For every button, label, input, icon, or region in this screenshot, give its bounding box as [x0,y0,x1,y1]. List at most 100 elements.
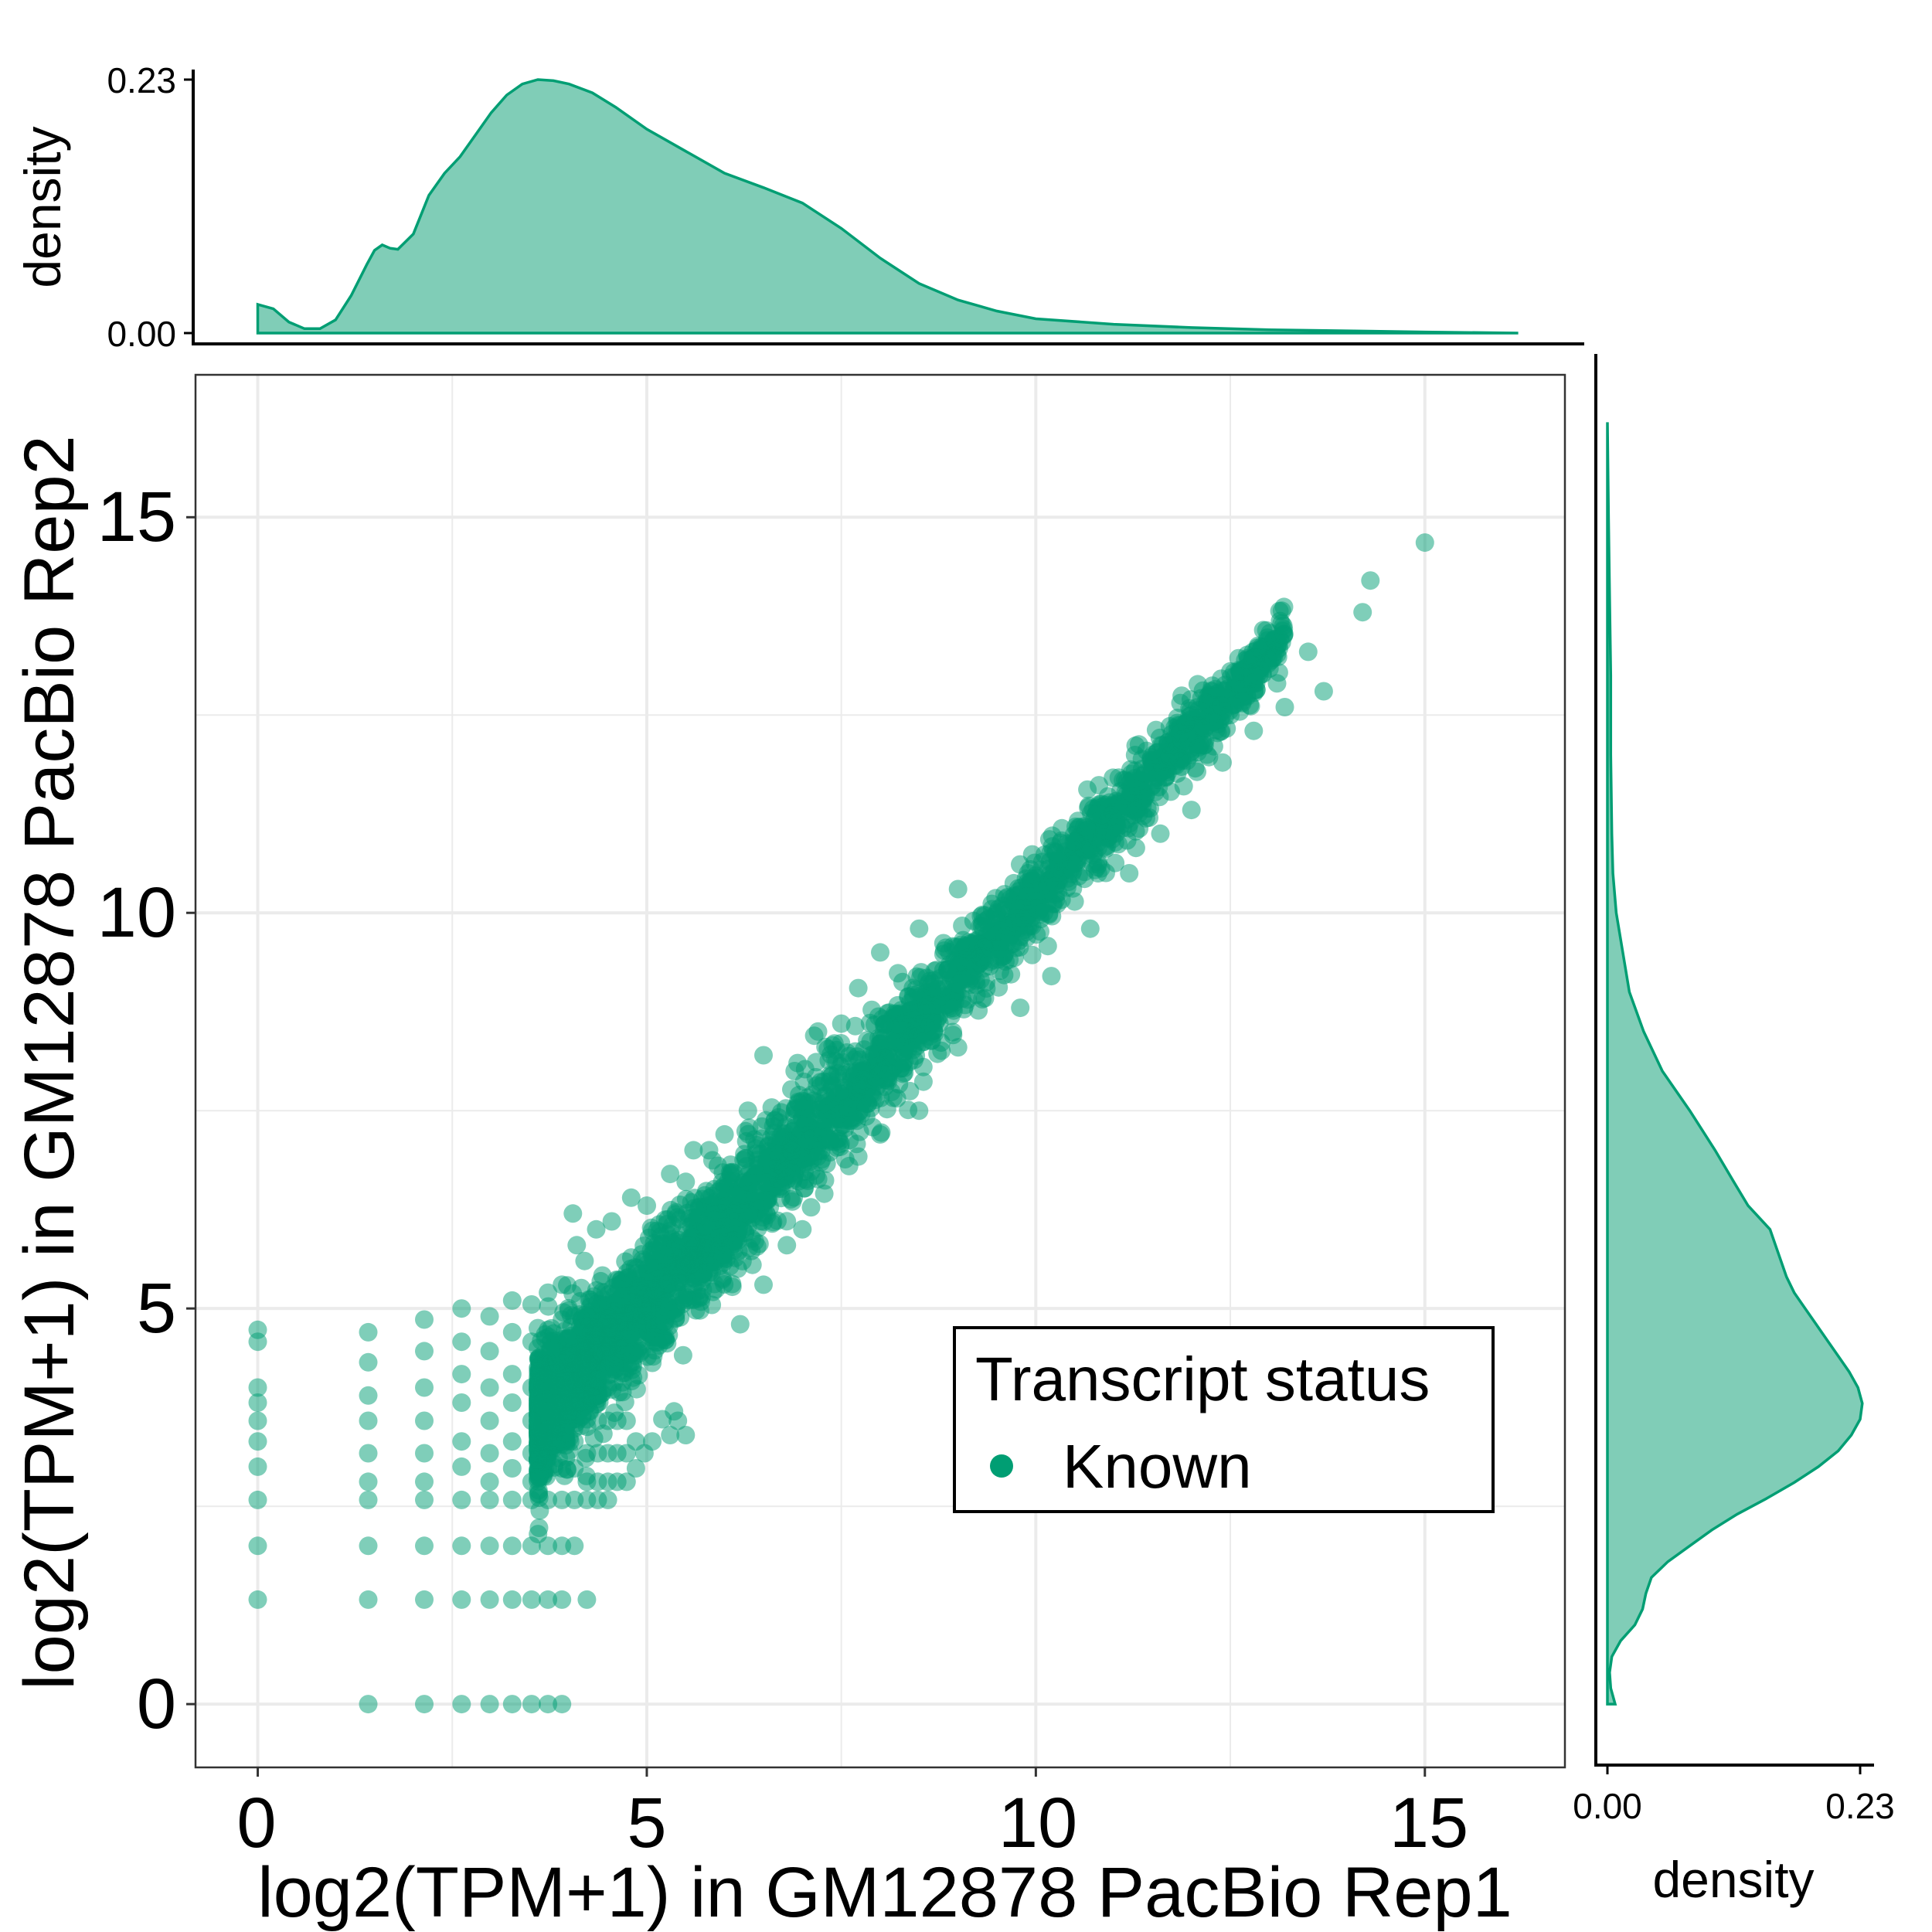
data-point [539,1459,558,1478]
data-point [1088,864,1107,883]
data-point [480,1490,499,1509]
data-point [480,1590,499,1609]
data-point [777,1161,796,1180]
plot-border [194,373,1566,1769]
data-point [1038,937,1057,956]
data-point [1298,642,1318,662]
data-point [913,1072,933,1091]
data-point [1136,764,1155,782]
data-point [593,1266,612,1285]
data-point [817,1128,836,1148]
data-point [614,1275,633,1294]
data-point [604,1345,624,1364]
data-point [580,1290,599,1309]
data-point [813,1110,832,1129]
data-point [1266,642,1285,662]
data-point [736,1131,756,1151]
data-point [452,1536,471,1556]
data-point [908,1011,927,1030]
data-point [1221,706,1240,725]
data-point [645,1328,665,1347]
data-point [359,1472,378,1492]
data-point [865,1046,884,1066]
data-point [949,953,968,972]
data-point [575,1251,594,1270]
data-point [684,1141,703,1160]
data-point [977,911,996,930]
legend-label-known: Known [1063,1432,1252,1501]
data-point [359,1590,378,1609]
data-point [1200,696,1219,715]
data-point [1104,818,1124,837]
data-point [1361,571,1380,590]
data-point [908,1026,927,1046]
data-point [1022,945,1042,964]
data-point [522,1590,541,1609]
data-point [248,1536,267,1556]
data-point [769,1107,788,1127]
data-point [866,1015,884,1034]
data-point [1042,967,1061,986]
data-point [1205,710,1224,730]
data-point [1188,675,1207,694]
data-point [502,1695,522,1714]
data-point [689,1201,707,1220]
data-point [1244,721,1264,740]
data-point [874,1070,893,1090]
data-point [1019,864,1038,883]
axis-ticks [186,515,1427,1777]
data-point [415,1536,434,1556]
data-point [889,1015,909,1034]
legend-box [953,1326,1495,1513]
data-point [452,1393,471,1412]
data-point [539,1320,558,1339]
data-point [248,1590,267,1609]
data-point [1141,748,1161,767]
data-point [656,1275,675,1294]
data-point [539,1536,558,1556]
data-point [480,1307,499,1326]
data-point [727,1186,747,1206]
data-point [1043,837,1062,856]
data-point [553,1275,572,1294]
data-point [674,1289,693,1308]
data-point [598,1378,617,1397]
data-point [849,1072,868,1091]
data-point [452,1695,471,1714]
legend: Transcript status Known [953,1326,1495,1513]
y-tick-label: 10 [97,873,176,952]
data-point [452,1457,471,1476]
data-point [1129,735,1148,754]
data-point [502,1590,522,1609]
data-point [713,1246,733,1265]
data-point [1080,919,1100,938]
data-point [967,985,986,1005]
data-point [1170,724,1189,743]
data-point [480,1695,499,1714]
data-point [764,1130,784,1149]
data-point [539,1590,558,1609]
data-point [248,1393,267,1412]
data-point [359,1352,378,1372]
data-point [539,1695,558,1714]
data-point [529,1519,549,1537]
top-density-tick-label: 0.23 [107,60,176,100]
data-point [1243,649,1263,668]
data-point [847,1134,866,1154]
data-point [598,1309,617,1328]
data-point [877,1100,896,1119]
data-point [849,978,868,998]
data-point [832,1014,851,1033]
data-point [359,1695,378,1714]
data-point [1188,762,1206,781]
top-density-panel: 0.23 0.00 density [14,60,1584,354]
data-point [502,1291,522,1310]
data-point [452,1365,471,1384]
data-point [815,1171,835,1190]
data-point [638,1196,656,1216]
data-point [522,1472,541,1492]
data-point [577,1307,597,1326]
data-point [539,1365,558,1384]
data-point [1168,709,1187,727]
data-point [815,1184,834,1203]
